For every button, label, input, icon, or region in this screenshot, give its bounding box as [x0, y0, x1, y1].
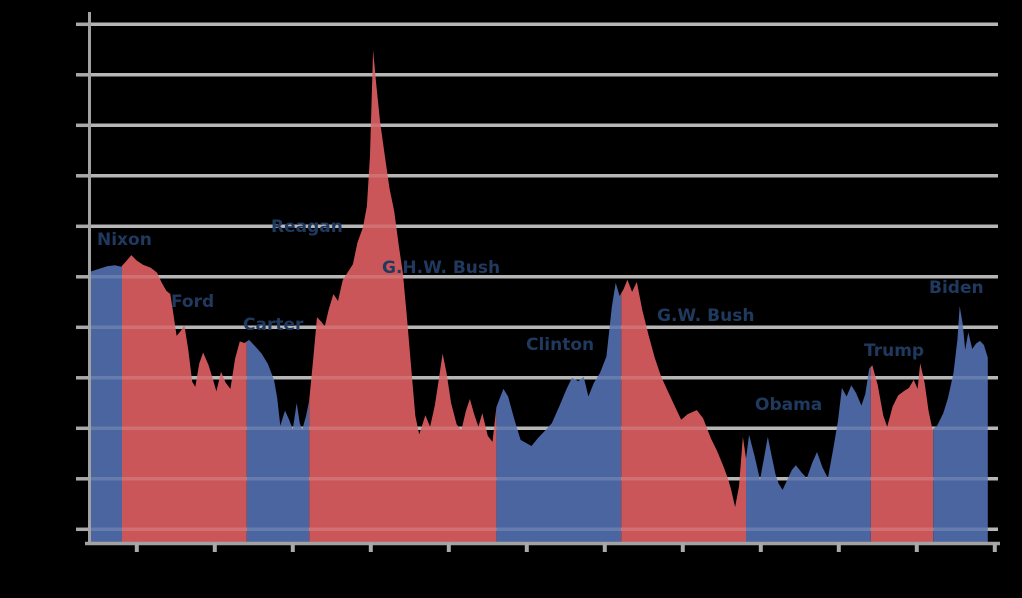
area-segment-republican	[122, 255, 247, 543]
area-segment-republican	[870, 363, 934, 543]
area-segment-democrat	[246, 339, 310, 543]
president-label-biden: Biden	[929, 278, 984, 298]
area-segment-democrat	[90, 265, 122, 543]
area-segment-democrat	[933, 306, 988, 543]
area-segment-republican	[621, 279, 746, 543]
president-label-ghw-bush: G.H.W. Bush	[382, 258, 501, 278]
y-gridlines-overlay	[87, 22, 998, 532]
area-segment-democrat	[746, 366, 871, 543]
president-label-gw-bush: G.W. Bush	[657, 306, 755, 326]
president-label-clinton: Clinton	[526, 335, 595, 355]
x-ticks	[134, 543, 997, 552]
president-label-reagan: Reagan	[271, 217, 343, 237]
president-label-carter: Carter	[243, 315, 304, 335]
president-label-ford: Ford	[171, 292, 215, 312]
area-segment-republican	[309, 50, 497, 543]
president-label-obama: Obama	[755, 395, 823, 415]
area-segments	[90, 50, 988, 543]
president-label-nixon: Nixon	[97, 230, 152, 250]
y-ticks	[76, 22, 90, 532]
president-label-trump: Trump	[864, 341, 925, 361]
area-segment-democrat	[496, 282, 622, 543]
